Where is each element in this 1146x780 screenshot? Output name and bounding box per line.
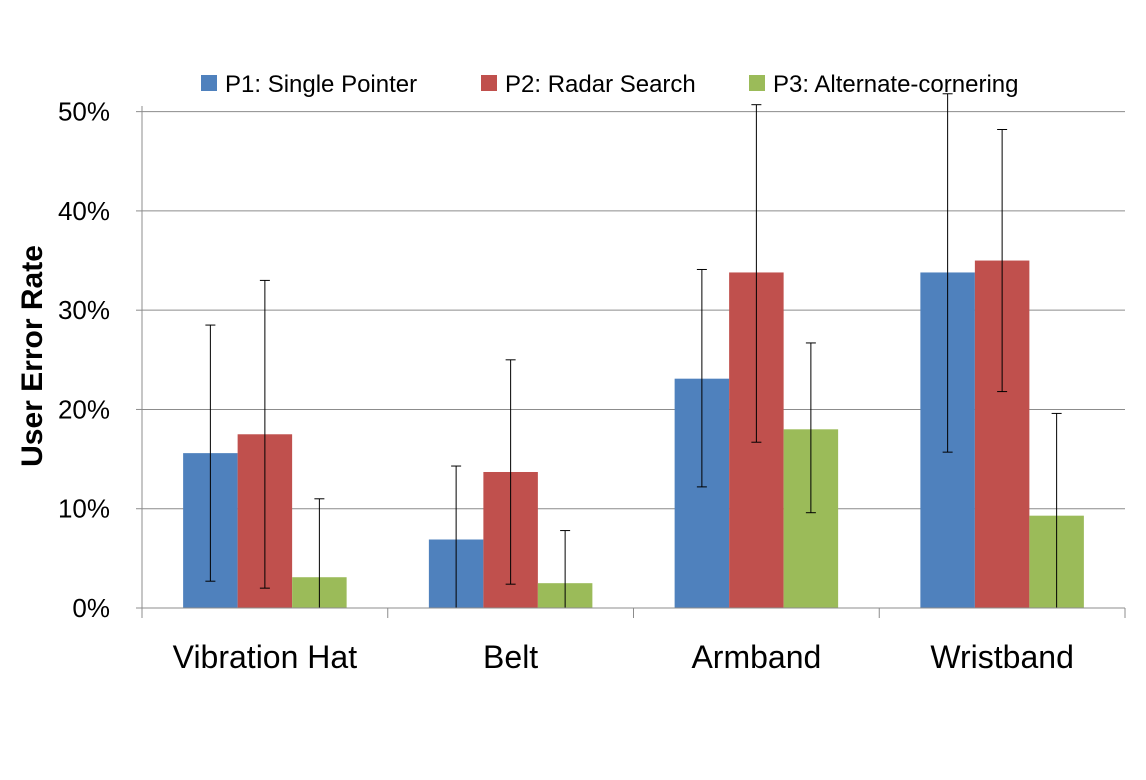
y-tick-label: 20% xyxy=(58,394,110,424)
legend-label: P3: Alternate-cornering xyxy=(773,71,1018,98)
category-label: Vibration Hat xyxy=(173,639,358,675)
legend-swatch xyxy=(201,75,217,91)
y-tick-label: 50% xyxy=(58,97,110,127)
legend: P1: Single Pointer P2: Radar Search P3: Al… xyxy=(201,71,1018,98)
legend-label: P2: Radar Search xyxy=(505,71,696,98)
y-tick-label: 30% xyxy=(58,295,110,325)
y-tick-label: 0% xyxy=(72,593,110,623)
category-label: Belt xyxy=(483,639,538,675)
y-tick-label: 40% xyxy=(58,196,110,226)
legend-swatch xyxy=(481,75,497,91)
y-axis-title: User Error Rate xyxy=(16,245,49,467)
error-bars xyxy=(205,93,1062,609)
axes xyxy=(136,106,1126,618)
category-labels: Vibration Hat Belt Armband Wristband xyxy=(173,639,1074,675)
category-label: Armband xyxy=(691,639,821,675)
y-tick-label: 10% xyxy=(58,494,110,524)
category-label: Wristband xyxy=(930,639,1073,675)
legend-swatch xyxy=(749,75,765,91)
bars xyxy=(183,260,1084,608)
y-tick-labels: 0% 10% 20% 30% 40% 50% xyxy=(58,97,110,623)
legend-label: P1: Single Pointer xyxy=(225,71,417,98)
